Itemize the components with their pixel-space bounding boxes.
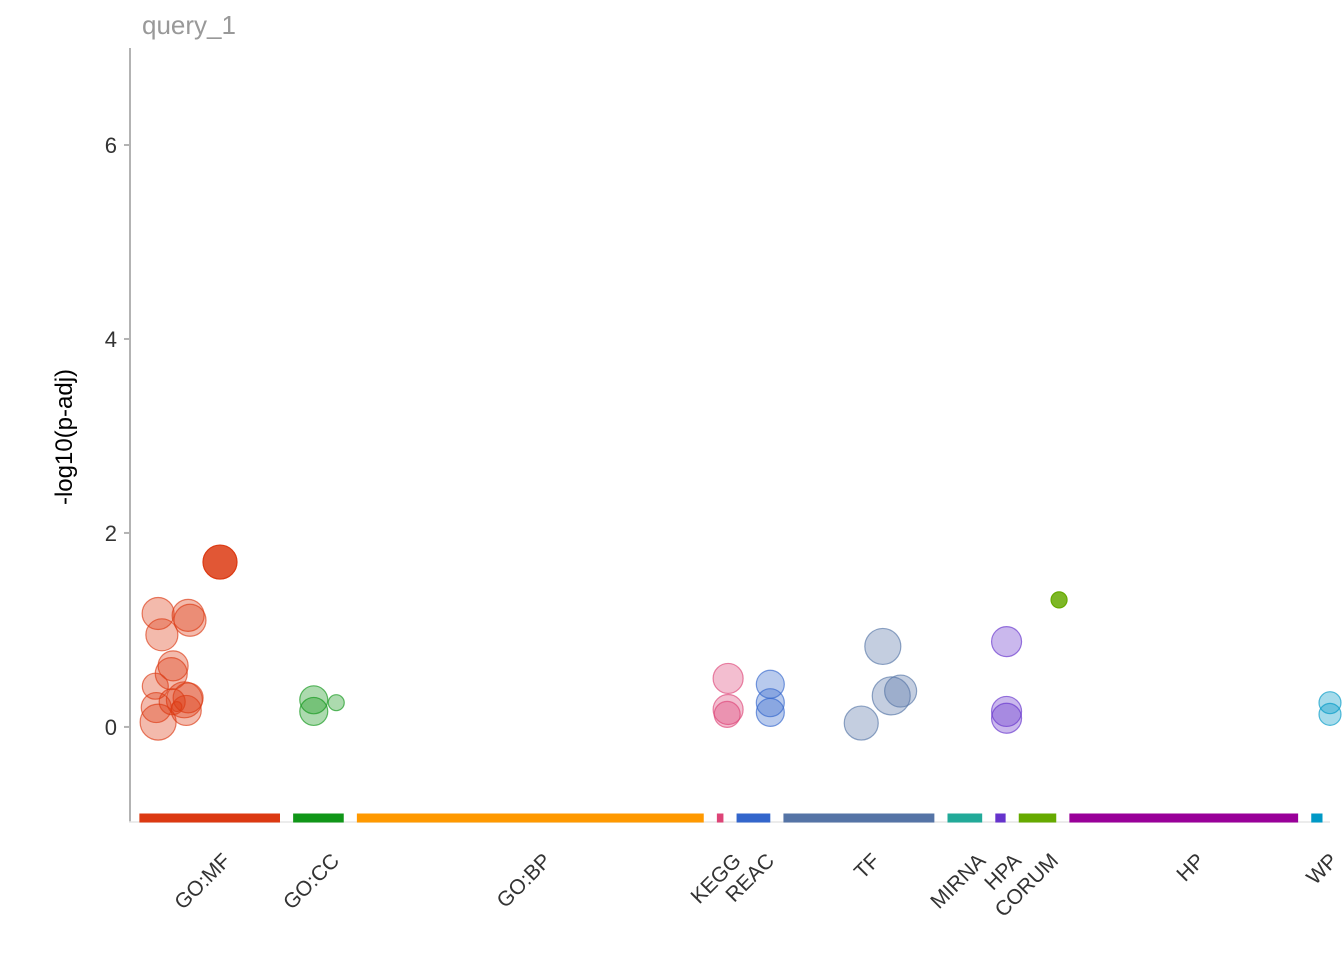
data-point[interactable] (173, 603, 207, 637)
y-tick-label: 6 (105, 133, 117, 158)
data-point[interactable] (1318, 702, 1342, 726)
x-tick-label: MIRNA (926, 849, 990, 913)
data-point[interactable] (172, 682, 204, 714)
data-point[interactable] (299, 696, 329, 727)
data-point[interactable] (755, 697, 785, 727)
data-point[interactable] (141, 596, 175, 631)
data-points (139, 544, 1342, 741)
x-tick-label: HP (1172, 849, 1209, 886)
data-point[interactable] (713, 700, 741, 728)
x-tick-label: GO:BP (493, 849, 556, 912)
data-point[interactable] (202, 544, 238, 580)
x-tick-label: GO:MF (170, 849, 235, 914)
x-tick-label: TF (850, 849, 884, 883)
y-axis: 0 2 4 6 (105, 48, 131, 822)
data-point[interactable] (884, 674, 918, 708)
x-tick-label: GO:CC (279, 849, 344, 914)
data-point[interactable] (141, 672, 169, 700)
data-point[interactable] (327, 694, 345, 712)
data-point[interactable] (712, 662, 744, 695)
y-axis-label: -log10(p-adj) (51, 369, 78, 505)
data-point[interactable] (1050, 591, 1068, 609)
data-point[interactable] (299, 685, 329, 715)
data-point[interactable] (871, 676, 911, 716)
data-point[interactable] (990, 625, 1023, 658)
y-tick-label: 2 (105, 521, 117, 546)
x-tick-label: WP (1302, 849, 1342, 889)
data-point[interactable] (990, 702, 1023, 734)
data-point[interactable] (843, 705, 879, 741)
chart-title: query_1 (142, 10, 236, 40)
data-point[interactable] (864, 627, 902, 666)
data-point[interactable] (145, 618, 179, 652)
data-point[interactable] (755, 688, 785, 718)
data-point[interactable] (139, 703, 177, 741)
y-tick-label: 0 (105, 715, 117, 740)
data-point[interactable] (712, 693, 744, 726)
data-point[interactable] (990, 695, 1023, 728)
data-point[interactable] (1318, 691, 1342, 715)
y-tick-label: 4 (105, 327, 117, 352)
